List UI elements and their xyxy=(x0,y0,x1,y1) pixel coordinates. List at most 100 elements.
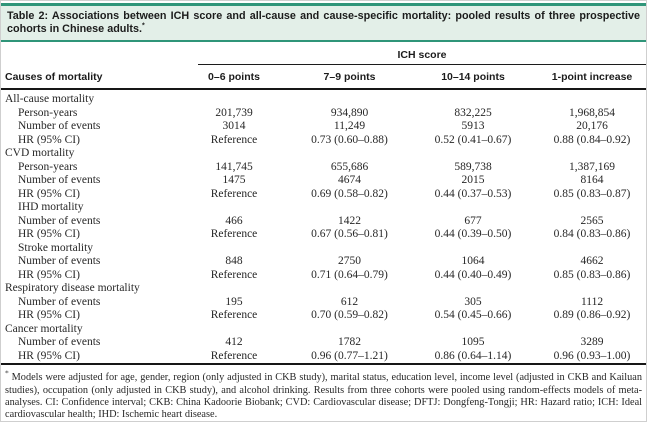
table-row: HR (95% CI) Reference 0.67 (0.56–0.81) 0.44… xyxy=(1,228,646,242)
table-row: HR (95% CI) Reference 0.73 (0.60–0.88) 0.52… xyxy=(1,133,646,148)
row-value: 832,225 xyxy=(454,106,492,119)
table-row: Person-years 201,739 934,890 832,225 1,968,8… xyxy=(1,106,646,121)
table-row: Number of events 195 612 305 1112 xyxy=(1,295,646,310)
row-value: 1,968,854 xyxy=(569,106,616,119)
row-value: 677 xyxy=(464,214,482,227)
row-value xyxy=(179,201,289,215)
table-title-bar: Table 2: Associations between ICH score … xyxy=(1,3,646,43)
table-row: Number of events 1475 4674 2015 8164 xyxy=(1,174,646,188)
row-value: 0.86 (0.64–1.14) xyxy=(434,349,512,362)
spanner-row: ICH score xyxy=(1,48,646,66)
row-label: HR (95% CI) xyxy=(18,133,80,146)
row-value: 0.44 (0.39–0.50) xyxy=(434,228,512,241)
row-value: 2750 xyxy=(338,255,361,268)
row-label: Person-years xyxy=(18,106,78,119)
row-label: Stroke mortality xyxy=(18,241,94,254)
row-value: 0.44 (0.40–0.49) xyxy=(434,268,512,281)
row-value: 612 xyxy=(340,295,359,308)
row-value: 0.67 (0.56–0.81) xyxy=(311,228,388,241)
row-value xyxy=(289,323,410,337)
row-value: 0.84 (0.83–0.86) xyxy=(553,228,631,241)
row-label: Cancer mortality xyxy=(5,322,83,335)
row-value: 0.52 (0.41–0.67) xyxy=(434,133,512,146)
row-label: Number of events xyxy=(18,295,101,308)
row-value: 934,890 xyxy=(330,106,369,119)
row-value: 848 xyxy=(225,255,243,268)
row-label: Respiratory disease mortality xyxy=(5,282,140,295)
row-value xyxy=(410,282,536,296)
footnote-text: Models were adjusted for age, gender, re… xyxy=(5,372,643,421)
row-value: 655,686 xyxy=(330,160,369,173)
row-value xyxy=(179,282,289,296)
row-label: IHD mortality xyxy=(18,201,84,214)
row-value: 412 xyxy=(225,336,243,349)
row-value xyxy=(536,147,646,161)
row-value: 589,738 xyxy=(454,160,492,173)
row-value xyxy=(289,282,410,296)
row-label: HR (95% CI) xyxy=(18,349,80,362)
table-row: HR (95% CI) Reference 0.71 (0.64–0.79) 0.44… xyxy=(1,268,646,283)
row-value xyxy=(289,147,410,161)
row-value: 0.96 (0.93–1.00) xyxy=(553,349,631,362)
row-value xyxy=(289,89,410,107)
table-row: Cancer mortality xyxy=(1,322,646,337)
table-row: Stroke mortality xyxy=(1,241,646,256)
row-label: Person-years xyxy=(18,160,78,173)
row-label: HR (95% CI) xyxy=(18,309,80,322)
row-value: 2015 xyxy=(461,174,485,187)
row-value: 141,745 xyxy=(215,160,253,173)
table-title-text: Table 2: Associations between ICH score … xyxy=(7,10,640,35)
row-value: Reference xyxy=(210,228,258,241)
row-value: 1095 xyxy=(461,336,485,349)
row-value xyxy=(410,201,536,215)
row-value: 0.54 (0.45–0.66) xyxy=(434,309,512,322)
row-value xyxy=(179,242,289,256)
row-value xyxy=(536,323,646,337)
table-row: Number of events 466 1422 677 2565 xyxy=(1,214,646,229)
row-value: 3289 xyxy=(580,336,604,349)
row-value: 1475 xyxy=(222,174,246,187)
row-label: HR (95% CI) xyxy=(18,228,80,241)
table-row: Number of events 3014 11,249 5913 20,176 xyxy=(1,120,646,134)
table-row: Person-years 141,745 655,686 589,738 1,387,1… xyxy=(1,160,646,175)
row-value xyxy=(536,242,646,256)
row-value: 466 xyxy=(225,214,243,227)
row-value: 8164 xyxy=(580,174,604,187)
row-value xyxy=(179,147,289,161)
row-label: Number of events xyxy=(18,336,101,349)
row-value: 4674 xyxy=(338,174,361,187)
row-value: 0.85 (0.83–0.86) xyxy=(553,268,631,281)
row-label: HR (95% CI) xyxy=(18,268,80,281)
row-label: CVD mortality xyxy=(5,147,75,160)
row-value xyxy=(179,323,289,337)
row-value: 3014 xyxy=(222,120,246,133)
row-label: Number of events xyxy=(18,255,101,268)
row-value xyxy=(410,323,536,337)
column-header-0-6: 0–6 points xyxy=(179,65,289,91)
row-value: 201,739 xyxy=(215,106,253,119)
table-title: Table 2: Associations between ICH score … xyxy=(7,10,640,35)
row-value: 0.44 (0.37–0.53) xyxy=(434,187,512,200)
row-value: 0.69 (0.58–0.82) xyxy=(311,187,388,200)
row-value: 305 xyxy=(464,295,482,308)
row-value xyxy=(410,89,536,107)
row-value xyxy=(289,242,410,256)
spanner-cell: ICH score xyxy=(179,48,646,66)
row-value xyxy=(536,282,646,296)
row-value xyxy=(179,89,289,107)
row-value: Reference xyxy=(210,268,258,281)
table-row: HR (95% CI) Reference 0.69 (0.58–0.82) 0.44… xyxy=(1,187,646,202)
row-value xyxy=(536,89,646,107)
table-row: Respiratory disease mortality xyxy=(1,282,646,296)
row-value: 1422 xyxy=(338,214,361,227)
row-value: 20,176 xyxy=(576,120,608,133)
row-value: Reference xyxy=(210,349,258,362)
row-value: 0.96 (0.77–1.21) xyxy=(311,349,388,362)
row-value: 1064 xyxy=(461,255,485,268)
table-body: All-cause mortality Person-years 201,739 93… xyxy=(1,89,646,364)
row-value: Reference xyxy=(210,133,258,146)
row-value: 0.73 (0.60–0.88) xyxy=(311,133,388,146)
row-value xyxy=(536,201,646,215)
results-table: ICH score Causes of mortality 0–6 points… xyxy=(1,48,646,366)
column-header-1-point: 1-point increase xyxy=(536,65,646,91)
